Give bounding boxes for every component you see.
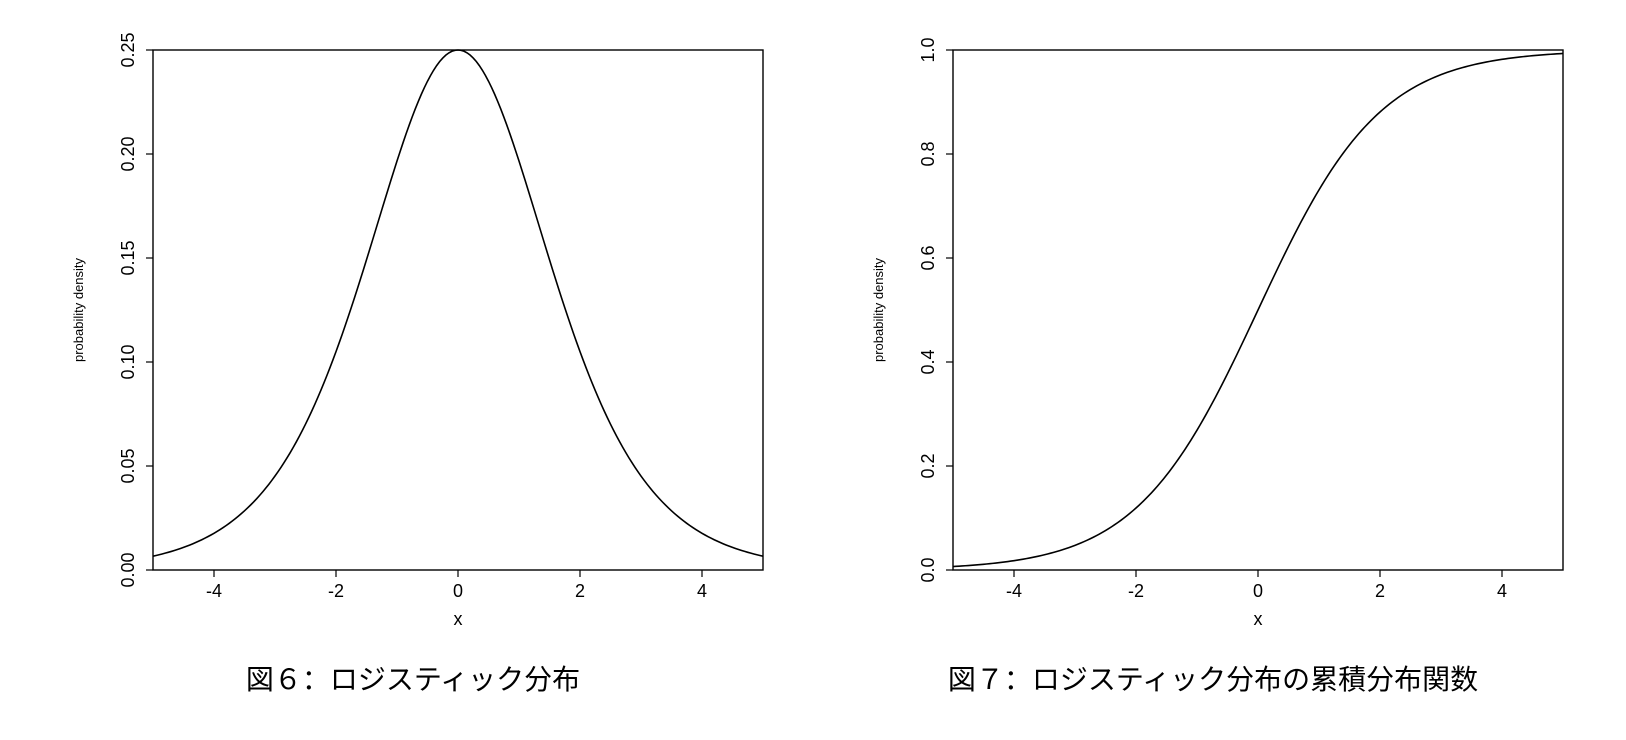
left-panel: -4 -2 0 2 4 0.00 0.05 0.10 0.15 0.20 0.25 x probabil… [33,20,793,698]
svg-text:0: 0 [1253,581,1263,601]
svg-text:0.15: 0.15 [118,240,138,275]
svg-text:0.00: 0.00 [118,552,138,587]
svg-text:x: x [454,609,463,629]
svg-text:0.10: 0.10 [118,344,138,379]
svg-text:0.4: 0.4 [918,349,938,374]
svg-text:0.25: 0.25 [118,32,138,67]
svg-text:-2: -2 [1128,581,1144,601]
svg-text:probability density: probability density [871,257,886,362]
svg-text:0.2: 0.2 [918,453,938,478]
svg-text:1.0: 1.0 [918,37,938,62]
svg-text:-4: -4 [1006,581,1022,601]
svg-text:0.05: 0.05 [118,448,138,483]
right-panel: -4 -2 0 2 4 0.0 0.2 0.4 0.6 0.8 1.0 x probability de… [833,20,1593,698]
left-caption: 図６：ロジスティック分布 [246,658,580,698]
svg-text:x: x [1254,609,1263,629]
svg-text:0.20: 0.20 [118,136,138,171]
right-chart: -4 -2 0 2 4 0.0 0.2 0.4 0.6 0.8 1.0 x probability de… [833,20,1593,640]
right-caption: 図７：ロジスティック分布の累積分布関数 [948,658,1478,698]
figure-container: -4-20240.000.050.100.150.200.25xprobabil… [0,0,1626,740]
svg-text:-4: -4 [206,581,222,601]
svg-text:4: 4 [1497,581,1507,601]
svg-text:2: 2 [575,581,585,601]
svg-text:-2: -2 [328,581,344,601]
svg-text:4: 4 [697,581,707,601]
svg-text:2: 2 [1375,581,1385,601]
svg-text:0.0: 0.0 [918,557,938,582]
svg-text:0.6: 0.6 [918,245,938,270]
left-chart: -4 -2 0 2 4 0.00 0.05 0.10 0.15 0.20 0.25 x probabil… [33,20,793,640]
svg-text:0: 0 [453,581,463,601]
svg-text:probability density: probability density [71,257,86,362]
svg-text:0.8: 0.8 [918,141,938,166]
